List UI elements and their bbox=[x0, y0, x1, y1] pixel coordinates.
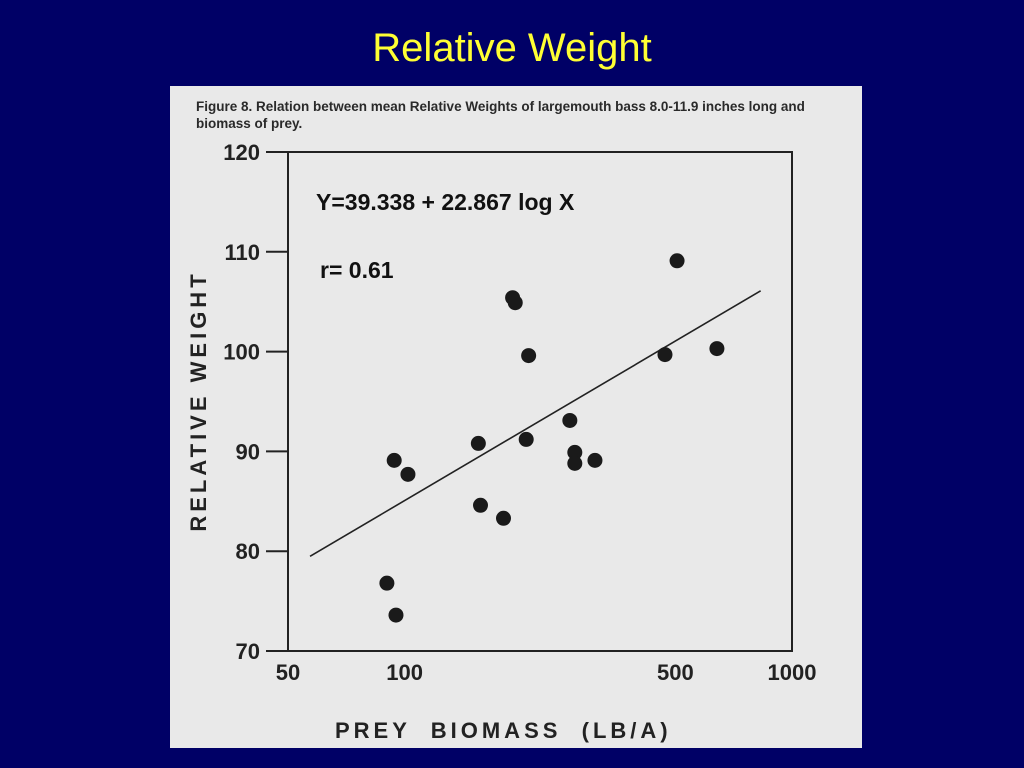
y-tick-label: 120 bbox=[223, 140, 260, 165]
data-points bbox=[379, 253, 725, 623]
data-point bbox=[567, 455, 583, 471]
data-point bbox=[496, 510, 512, 526]
data-point bbox=[400, 466, 416, 482]
data-point bbox=[507, 295, 523, 311]
slide-title: Relative Weight bbox=[372, 26, 652, 70]
x-tick-label: 1000 bbox=[768, 660, 817, 685]
scanned-figure: Figure 8. Relation between mean Relative… bbox=[170, 86, 862, 748]
x-tick-label: 50 bbox=[276, 660, 300, 685]
y-axis-ticks: 70 80 90 100 110 120 bbox=[223, 140, 288, 664]
y-tick-label: 100 bbox=[223, 340, 260, 365]
y-axis-title: RELATIVE WEIGHT bbox=[186, 270, 211, 531]
y-tick-label: 70 bbox=[236, 639, 260, 664]
x-tick-label: 500 bbox=[657, 660, 694, 685]
regression-equation: Y=39.338 + 22.867 log X bbox=[316, 189, 575, 215]
x-axis-title: PREY BIOMASS (LB/A) bbox=[335, 718, 672, 743]
data-point bbox=[518, 431, 534, 447]
data-point bbox=[386, 452, 402, 468]
data-point bbox=[669, 253, 685, 269]
data-point bbox=[709, 341, 725, 357]
data-point bbox=[473, 497, 489, 513]
x-tick-label: 100 bbox=[386, 660, 423, 685]
figure-caption: Figure 8. Relation between mean Relative… bbox=[196, 99, 805, 131]
data-point bbox=[388, 607, 404, 623]
x-axis-ticks: 50 100 500 1000 bbox=[276, 660, 817, 685]
data-point bbox=[379, 575, 395, 591]
data-point bbox=[567, 444, 583, 460]
y-tick-label: 80 bbox=[236, 539, 260, 564]
data-point bbox=[562, 412, 578, 428]
regression-line bbox=[309, 290, 762, 557]
data-point bbox=[521, 348, 537, 364]
plot-frame bbox=[287, 151, 793, 652]
data-point bbox=[657, 347, 673, 363]
y-tick-label: 90 bbox=[236, 439, 260, 464]
relative-weight-scatter-chart: 70 80 90 100 110 120 50 100 500 1000 Y=39.338 + … bbox=[186, 140, 817, 743]
correlation-label: r= 0.61 bbox=[320, 257, 394, 283]
y-tick-label: 110 bbox=[225, 240, 261, 265]
data-point bbox=[470, 435, 486, 451]
data-point bbox=[587, 452, 603, 468]
